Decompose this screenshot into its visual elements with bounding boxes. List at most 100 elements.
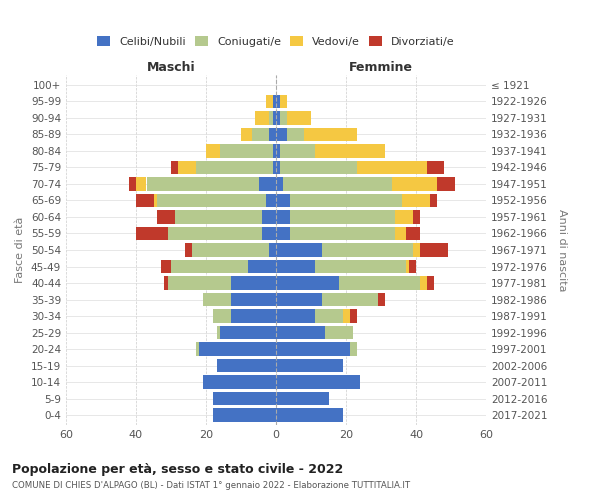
Bar [136, 177, 146, 190]
Bar [283, 177, 392, 190]
Bar [272, 144, 276, 158]
Bar [349, 342, 356, 356]
Bar [213, 408, 276, 422]
Bar [314, 260, 406, 274]
Bar [220, 144, 272, 158]
Bar [290, 210, 395, 224]
Bar [377, 293, 385, 306]
Bar [196, 342, 199, 356]
Bar [213, 392, 276, 406]
Bar [276, 276, 339, 290]
Bar [276, 177, 283, 190]
Bar [259, 177, 276, 190]
Bar [157, 210, 175, 224]
Bar [262, 226, 276, 240]
Bar [161, 260, 171, 274]
Bar [314, 310, 343, 323]
Bar [154, 194, 157, 207]
Bar [276, 94, 280, 108]
Y-axis label: Anni di nascita: Anni di nascita [557, 209, 567, 291]
Bar [276, 293, 322, 306]
Bar [276, 194, 290, 207]
Bar [241, 128, 251, 141]
Bar [276, 111, 280, 124]
Bar [175, 210, 262, 224]
Bar [192, 243, 269, 257]
Text: Femmine: Femmine [349, 61, 413, 74]
Bar [276, 342, 349, 356]
Bar [146, 177, 259, 190]
Bar [136, 226, 167, 240]
Bar [230, 310, 276, 323]
Bar [185, 243, 192, 257]
Bar [230, 276, 276, 290]
Bar [171, 160, 178, 174]
Bar [322, 293, 377, 306]
Bar [217, 326, 220, 340]
Bar [276, 326, 325, 340]
Bar [395, 226, 406, 240]
Bar [248, 260, 276, 274]
Bar [164, 276, 167, 290]
Text: COMUNE DI CHIES D'ALPAGO (BL) - Dati ISTAT 1° gennaio 2022 - Elaborazione TUTTIT: COMUNE DI CHIES D'ALPAGO (BL) - Dati IST… [12, 481, 410, 490]
Bar [217, 359, 276, 372]
Bar [339, 276, 419, 290]
Bar [314, 144, 385, 158]
Bar [272, 160, 276, 174]
Bar [276, 310, 314, 323]
Bar [262, 210, 276, 224]
Bar [276, 408, 343, 422]
Bar [356, 160, 427, 174]
Bar [220, 326, 276, 340]
Bar [167, 226, 262, 240]
Bar [325, 326, 353, 340]
Bar [406, 260, 409, 274]
Bar [167, 276, 230, 290]
Bar [280, 144, 314, 158]
Bar [171, 260, 248, 274]
Bar [178, 160, 196, 174]
Bar [392, 177, 437, 190]
Bar [255, 111, 269, 124]
Bar [265, 194, 276, 207]
Bar [157, 194, 265, 207]
Bar [269, 243, 276, 257]
Bar [213, 310, 230, 323]
Bar [406, 226, 419, 240]
Bar [343, 310, 349, 323]
Bar [272, 94, 276, 108]
Bar [276, 376, 360, 389]
Bar [269, 111, 272, 124]
Bar [280, 111, 287, 124]
Y-axis label: Fasce di età: Fasce di età [16, 217, 25, 283]
Bar [276, 260, 314, 274]
Bar [304, 128, 356, 141]
Bar [290, 226, 395, 240]
Bar [413, 210, 419, 224]
Bar [427, 276, 433, 290]
Bar [280, 94, 287, 108]
Bar [269, 128, 276, 141]
Bar [276, 160, 280, 174]
Bar [265, 94, 272, 108]
Bar [276, 359, 343, 372]
Text: Maschi: Maschi [146, 61, 196, 74]
Bar [409, 260, 416, 274]
Bar [230, 293, 276, 306]
Bar [430, 194, 437, 207]
Bar [413, 243, 419, 257]
Bar [419, 276, 427, 290]
Bar [276, 128, 287, 141]
Bar [203, 376, 276, 389]
Bar [136, 194, 154, 207]
Bar [276, 226, 290, 240]
Bar [437, 177, 455, 190]
Bar [280, 160, 356, 174]
Bar [276, 243, 322, 257]
Bar [402, 194, 430, 207]
Bar [322, 243, 413, 257]
Bar [395, 210, 413, 224]
Bar [427, 160, 444, 174]
Bar [276, 144, 280, 158]
Bar [129, 177, 136, 190]
